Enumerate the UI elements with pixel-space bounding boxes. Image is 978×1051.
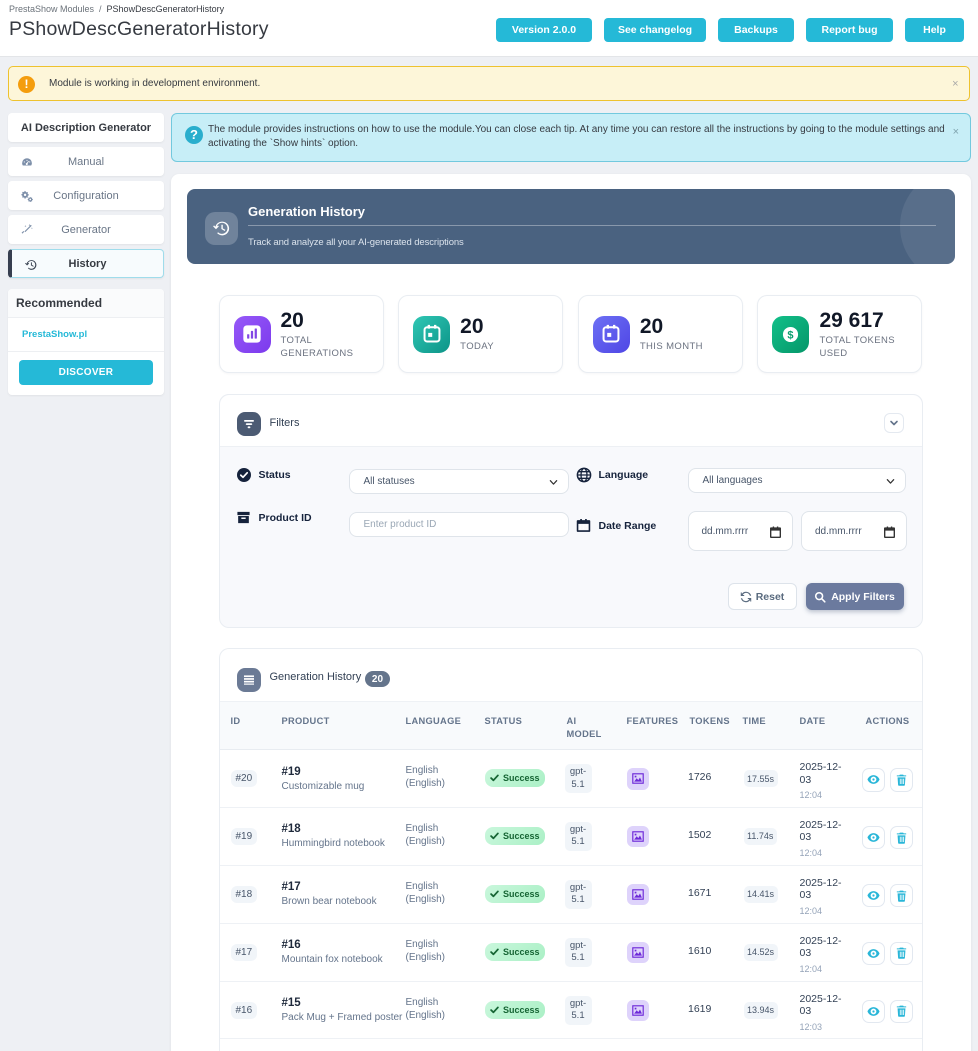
svg-text:$: $ <box>788 329 794 341</box>
